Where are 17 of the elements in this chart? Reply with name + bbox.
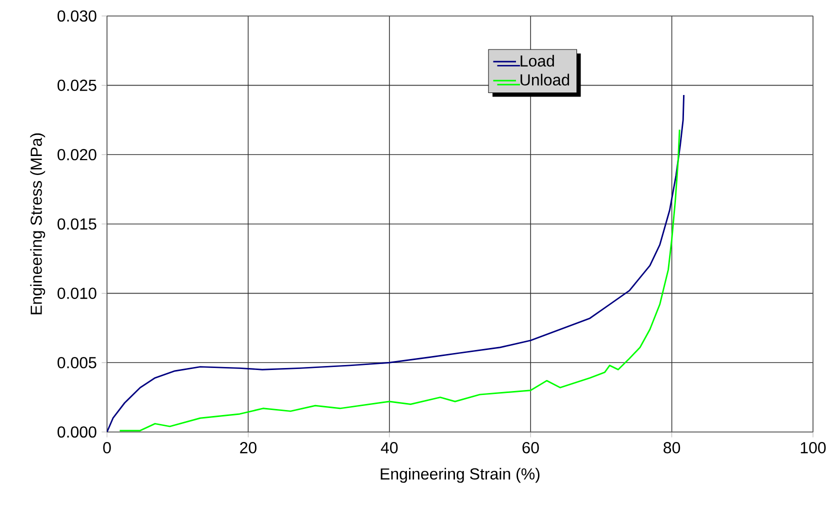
y-tick-label: 0.025 [58,80,96,91]
y-tick-label: 0.000 [58,426,96,438]
x-tick-label: 60 [522,442,539,454]
y-tick-label: 0.015 [58,218,96,230]
x-tick-label: 80 [664,442,680,454]
y-tick-label: 0.010 [58,288,96,299]
legend-label: Load [520,54,554,67]
legend-label: Unload [520,74,570,86]
x-tick-label: 40 [380,442,398,454]
x-tick-label: 20 [240,442,256,454]
x-tick-label: 100 [800,442,826,454]
y-axis-title: Engineering Stress (MPa) [30,133,46,314]
x-tick-label: 0 [103,442,111,454]
x-axis-title: Engineering Strain (%) [380,468,540,483]
y-tick-label: 0.030 [58,10,96,22]
y-tick-label: 0.020 [58,148,96,160]
y-tick-label: 0.005 [58,356,96,368]
